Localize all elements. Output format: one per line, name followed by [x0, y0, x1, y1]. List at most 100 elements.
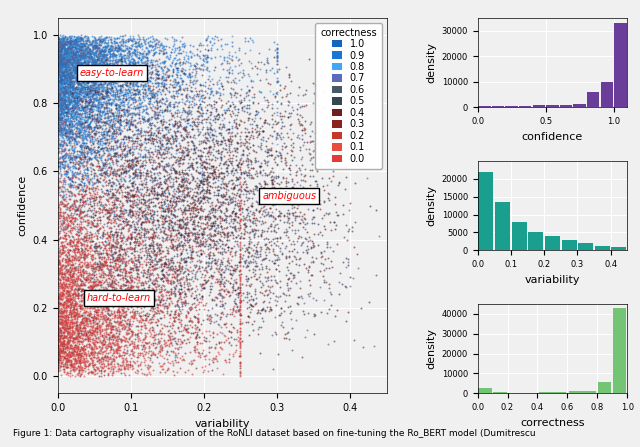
Point: [95, 296, 106, 303]
Point: [246, 59, 256, 66]
Point: [123, 108, 133, 115]
Point: [256, 188, 266, 195]
Point: [131, 39, 141, 46]
Point: [106, 76, 116, 83]
Point: [275, 210, 285, 217]
Point: [133, 285, 143, 292]
Point: [172, 243, 182, 250]
Point: [105, 315, 115, 322]
Point: [58, 309, 68, 316]
Point: [116, 207, 127, 215]
Point: [193, 300, 203, 308]
Point: [256, 136, 266, 143]
Point: [145, 329, 156, 336]
Point: [79, 172, 90, 179]
Point: [109, 93, 120, 100]
Point: [127, 259, 137, 266]
Point: [77, 50, 88, 57]
Point: [60, 60, 70, 67]
Point: [87, 329, 97, 336]
Point: [83, 276, 93, 283]
Point: [89, 314, 99, 321]
Point: [228, 350, 238, 358]
Point: [323, 194, 333, 202]
Point: [107, 314, 117, 321]
Point: [82, 301, 92, 308]
Point: [61, 60, 71, 67]
Point: [115, 308, 125, 316]
Point: [82, 194, 92, 201]
Point: [284, 198, 294, 206]
Point: [72, 301, 83, 308]
Point: [95, 51, 105, 58]
Point: [63, 287, 74, 295]
Point: [61, 332, 71, 339]
Point: [113, 46, 124, 53]
Point: [70, 281, 81, 288]
Point: [172, 71, 182, 78]
Point: [101, 53, 111, 60]
Point: [108, 110, 118, 118]
Point: [106, 344, 116, 351]
Point: [180, 246, 191, 253]
Point: [152, 114, 163, 121]
Point: [138, 272, 148, 279]
Point: [319, 297, 330, 304]
Point: [110, 102, 120, 109]
Point: [90, 336, 100, 343]
Point: [187, 232, 197, 239]
Point: [285, 302, 295, 309]
Point: [66, 342, 76, 349]
Point: [154, 149, 164, 156]
Point: [198, 139, 209, 146]
Point: [77, 364, 87, 371]
Point: [100, 140, 111, 147]
Point: [266, 307, 276, 314]
Point: [108, 146, 118, 153]
Point: [131, 51, 141, 58]
Point: [60, 344, 70, 351]
Point: [57, 80, 67, 87]
Point: [68, 253, 78, 260]
Point: [82, 49, 92, 56]
Point: [85, 101, 95, 108]
Point: [188, 195, 198, 202]
Point: [125, 100, 136, 107]
Point: [166, 164, 176, 171]
Point: [174, 270, 184, 278]
Point: [169, 36, 179, 43]
Point: [65, 285, 76, 292]
Point: [87, 298, 97, 305]
Point: [109, 309, 119, 316]
Point: [110, 139, 120, 146]
Point: [81, 67, 92, 74]
Point: [66, 46, 76, 53]
Point: [160, 190, 170, 197]
Point: [107, 169, 117, 176]
Point: [109, 292, 119, 299]
Point: [281, 174, 291, 181]
Point: [92, 107, 102, 114]
Point: [243, 37, 253, 44]
Point: [95, 315, 105, 322]
Point: [123, 112, 133, 119]
Point: [70, 68, 81, 75]
Point: [149, 210, 159, 217]
Point: [128, 32, 138, 39]
Point: [90, 76, 100, 84]
Point: [58, 287, 68, 294]
Point: [55, 37, 65, 44]
Point: [66, 214, 76, 221]
Point: [70, 356, 81, 363]
Point: [108, 99, 118, 106]
Point: [72, 59, 82, 66]
Point: [182, 112, 192, 119]
Point: [70, 89, 81, 97]
Point: [106, 219, 116, 227]
Point: [83, 283, 93, 290]
Point: [72, 99, 82, 106]
Point: [70, 245, 81, 253]
Point: [82, 116, 92, 123]
Point: [88, 46, 98, 54]
Point: [81, 76, 91, 83]
